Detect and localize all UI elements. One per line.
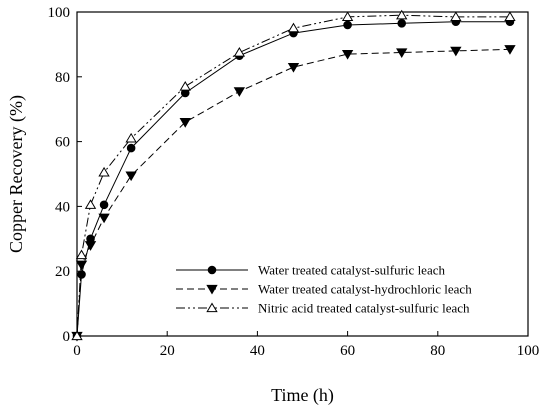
data-point-triangle-down	[396, 48, 408, 59]
series-line	[76, 48, 511, 337]
y-tick-label: 80	[55, 70, 70, 86]
data-point-triangle-down	[287, 62, 300, 73]
data-point-circle	[126, 143, 136, 153]
plot-frame	[76, 11, 529, 337]
data-point-triangle-up	[98, 166, 110, 177]
data-point-triangle-up	[179, 80, 191, 91]
data-point-triangle-down	[84, 241, 97, 251]
data-point-triangle-up	[396, 9, 408, 20]
data-point-triangle-down	[98, 213, 110, 224]
data-point-triangle-up	[504, 11, 516, 21]
x-tick-label: 60	[340, 343, 355, 359]
data-point-triangle-up	[75, 249, 88, 260]
legend: Water treated catalyst-sulfuric leach Wat…	[176, 263, 472, 316]
y-tick-label: 60	[55, 135, 70, 151]
data-point-triangle-down	[233, 87, 246, 97]
x-tick-label: 100	[517, 343, 540, 359]
y-tick-label: 40	[55, 199, 70, 215]
data-point-triangle-up	[233, 46, 246, 57]
y-axis-label: Copper Recovery (%)	[6, 95, 27, 253]
x-tick-label: 0	[73, 343, 81, 359]
data-point-triangle-up	[84, 199, 97, 209]
data-point-triangle-down	[179, 118, 191, 128]
legend-label: Water treated catalyst-sulfuric leach	[258, 263, 445, 278]
data-point-circle	[207, 265, 217, 275]
data-point-circle	[77, 270, 86, 279]
x-tick-label: 20	[160, 343, 175, 359]
data-point-triangle-up	[450, 11, 462, 21]
data-point-triangle-down	[450, 46, 462, 57]
data-point-triangle-up	[341, 11, 354, 21]
data-point-circle	[343, 20, 352, 30]
y-tick-label: 100	[48, 5, 71, 21]
legend-label: Water treated catalyst-hydrochloric leac…	[258, 282, 472, 297]
data-point-triangle-down	[341, 50, 354, 60]
y-tick-label: 20	[55, 264, 70, 280]
axis-ticks: 0 20 40 60 80 100 0 20 40 60 80 100	[48, 5, 540, 359]
legend-label: Nitric acid treated catalyst-sulfuric le…	[258, 301, 470, 316]
series-3	[71, 9, 516, 341]
data-point-triangle-down	[125, 171, 137, 182]
series-line	[76, 14, 510, 337]
x-axis-label: Time (h)	[271, 385, 334, 406]
x-tick-label: 80	[430, 343, 445, 359]
data-point-circle	[99, 200, 109, 210]
data-point-triangle-up	[71, 330, 83, 341]
data-point-triangle-up	[125, 132, 137, 143]
y-tick-label: 0	[63, 329, 71, 345]
data-point-circle	[397, 19, 407, 28]
data-point-triangle-down	[75, 260, 88, 271]
data-point-triangle-up	[287, 22, 300, 33]
series-layer	[71, 9, 516, 342]
data-point-triangle-up	[206, 302, 218, 313]
data-point-triangle-down	[504, 45, 516, 55]
data-point-triangle-down	[206, 284, 218, 295]
x-tick-label: 40	[250, 343, 265, 359]
